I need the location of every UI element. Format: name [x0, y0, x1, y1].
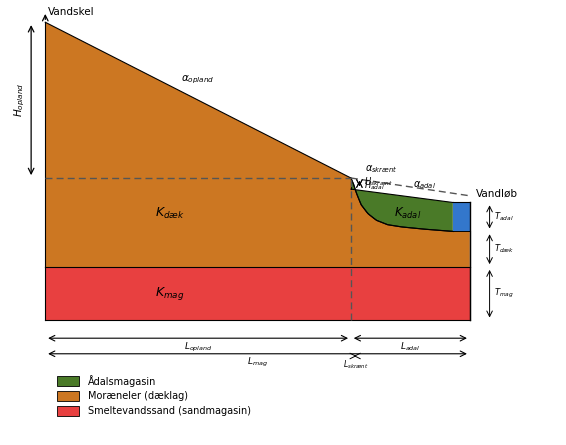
Text: Moræneler (dæklag): Moræneler (dæklag) [88, 391, 188, 401]
Text: $L_{skr\ae nt}$: $L_{skr\ae nt}$ [343, 358, 368, 371]
Text: Ådalsmagasin: Ådalsmagasin [88, 375, 156, 387]
Bar [57, 391, 79, 401]
Text: $H_{opland}$: $H_{opland}$ [13, 83, 27, 117]
Text: Vandløb: Vandløb [475, 189, 517, 198]
Polygon shape [45, 22, 470, 267]
Text: $\alpha_{adal}$: $\alpha_{adal}$ [413, 179, 436, 190]
Bar [57, 376, 79, 386]
Text: $\alpha_{opland}$: $\alpha_{opland}$ [181, 74, 215, 86]
Text: $L_{adal}$: $L_{adal}$ [400, 340, 421, 353]
Bar [57, 406, 79, 416]
Text: $\alpha_{skr\ae nt}$: $\alpha_{skr\ae nt}$ [365, 163, 398, 175]
Polygon shape [453, 202, 470, 231]
Text: $H_{skr\ae nt}$: $H_{skr\ae nt}$ [364, 175, 393, 188]
Text: $K_{mag}$: $K_{mag}$ [155, 285, 185, 302]
Polygon shape [45, 267, 470, 320]
Text: $L_{mag}$: $L_{mag}$ [247, 356, 268, 369]
Text: $L_{opland}$: $L_{opland}$ [184, 340, 212, 353]
Text: $T_{d\ae k}$: $T_{d\ae k}$ [494, 243, 514, 255]
Text: $K_{adal}$: $K_{adal}$ [394, 206, 421, 221]
Text: Smeltevandssand (sandmagasin): Smeltevandssand (sandmagasin) [88, 406, 251, 416]
Text: Vandskel: Vandskel [48, 7, 95, 16]
Text: $T_{mag}$: $T_{mag}$ [494, 287, 514, 300]
Text: $H_{adal}$: $H_{adal}$ [364, 179, 385, 192]
Polygon shape [351, 178, 453, 231]
Text: $K_{d\ae k}$: $K_{d\ae k}$ [155, 206, 185, 221]
Text: $T_{adal}$: $T_{adal}$ [494, 210, 514, 223]
